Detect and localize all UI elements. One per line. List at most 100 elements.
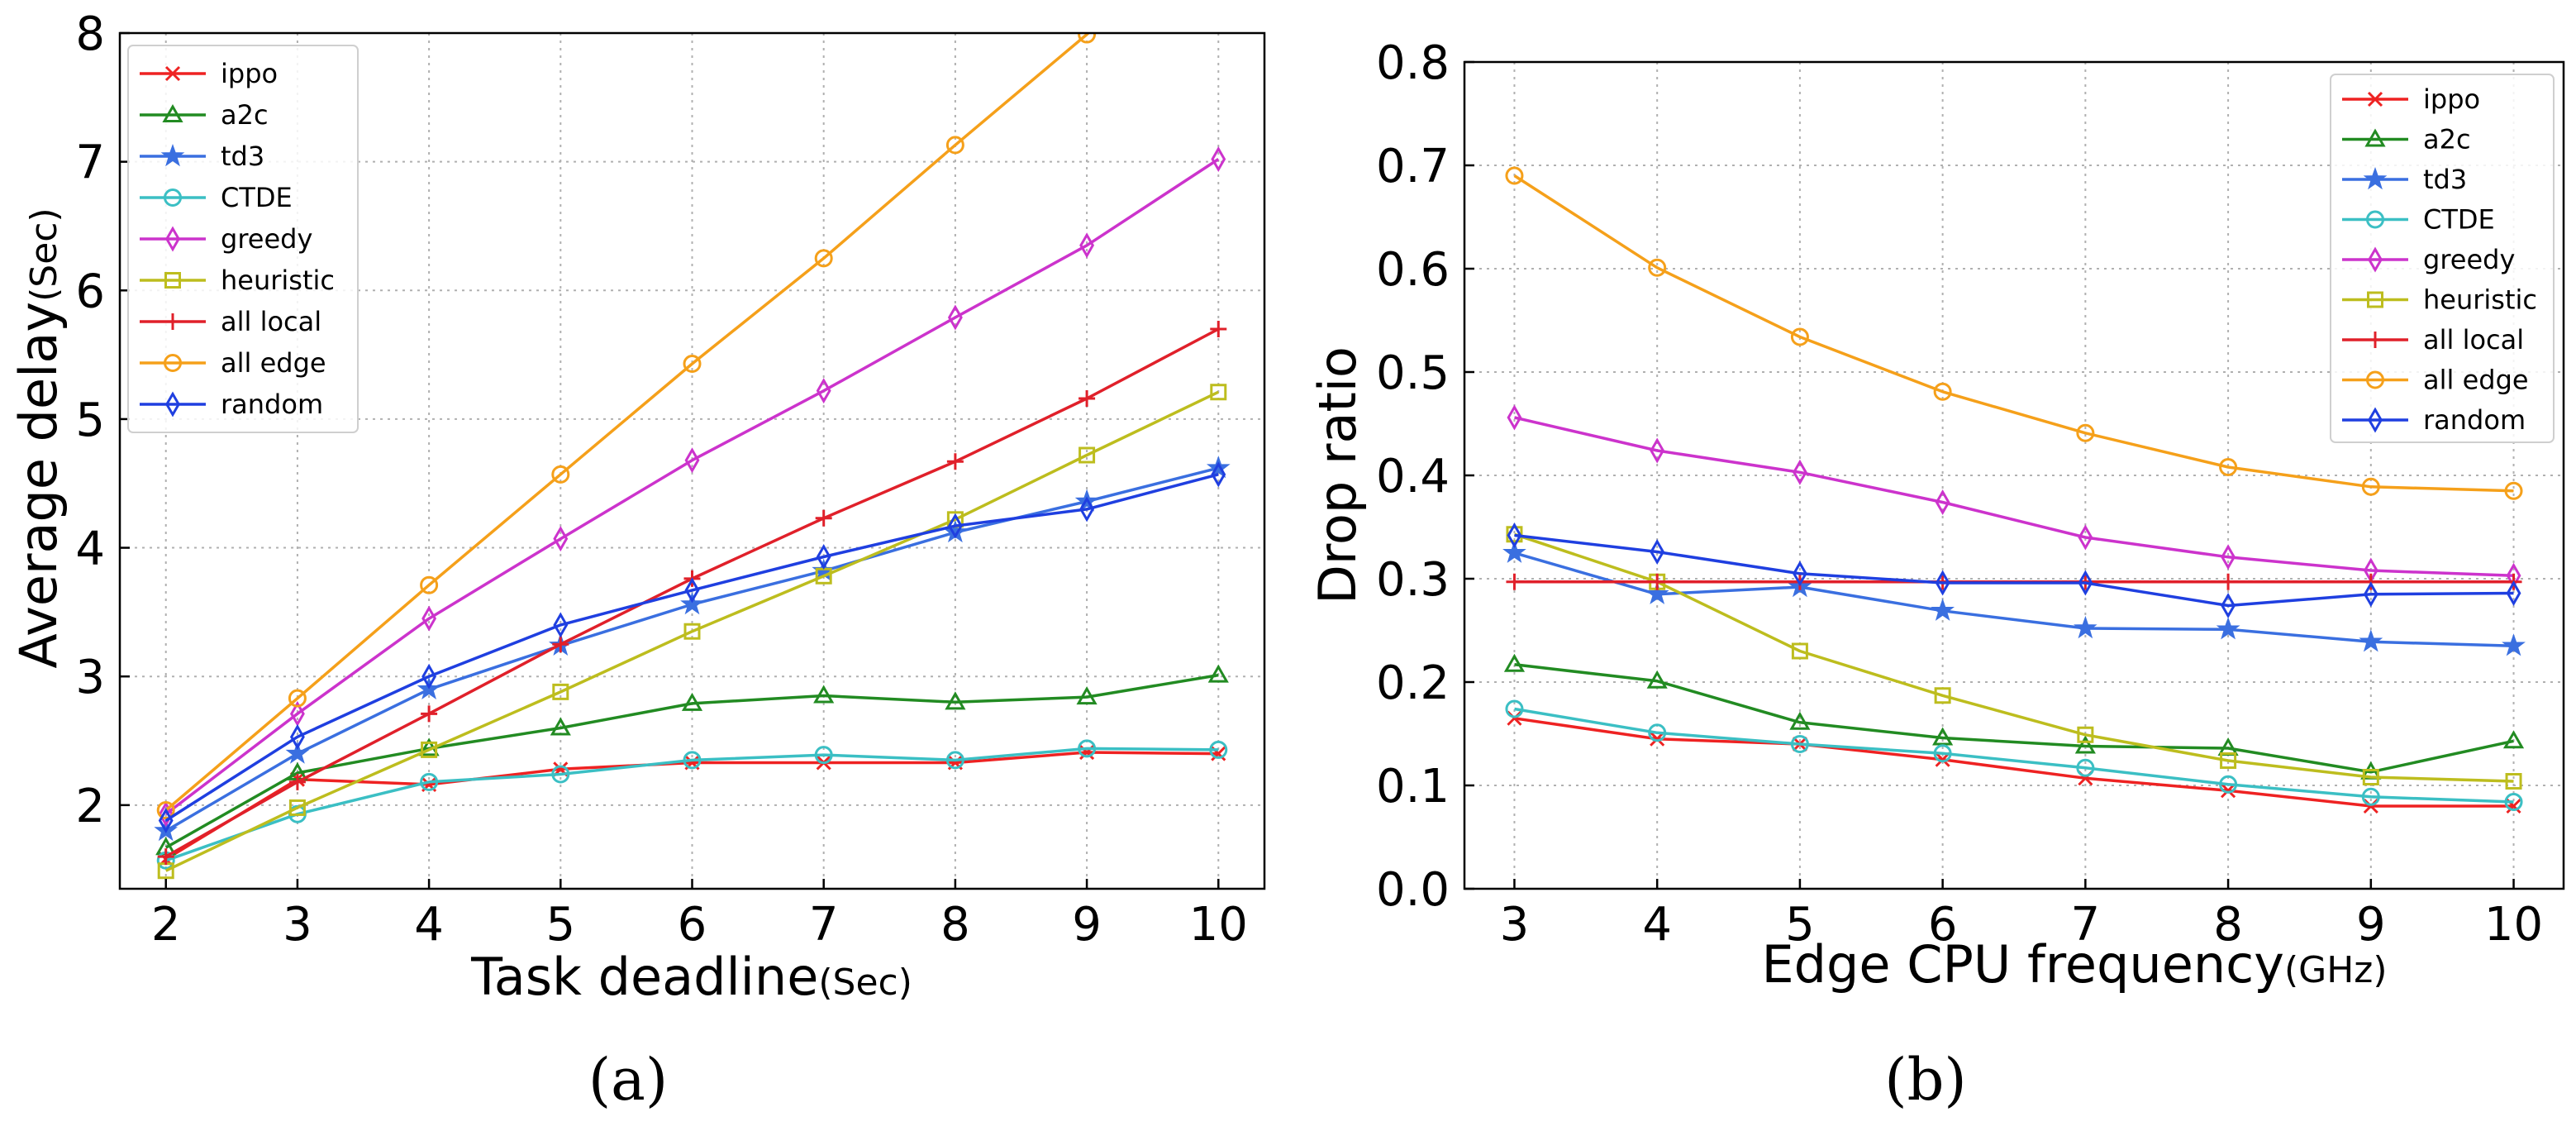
data-point-a2c xyxy=(1646,670,1668,689)
data-point-td3 xyxy=(2502,633,2526,656)
y-tick-label: 6 xyxy=(75,265,105,318)
data-point-all-local xyxy=(1649,573,1666,590)
legend-label: td3 xyxy=(221,141,264,172)
data-point-random xyxy=(553,612,569,638)
data-point-td3 xyxy=(1502,540,1526,563)
data-point-greedy xyxy=(684,447,700,474)
series-line-a2c xyxy=(164,673,1219,849)
data-point-heuristic xyxy=(1791,642,1808,660)
legend-label: CTDE xyxy=(221,182,293,213)
caption-a: (a) xyxy=(588,1046,668,1114)
y-tick-label: 0.8 xyxy=(1376,36,1450,90)
data-point-heuristic xyxy=(2505,773,2522,790)
data-point-all-edge xyxy=(1648,258,1667,277)
series-group-a xyxy=(154,33,1231,880)
data-point-heuristic xyxy=(683,623,701,640)
data-point-a2c xyxy=(681,692,703,711)
data-point-a2c xyxy=(2502,730,2525,749)
legend-marker xyxy=(165,226,180,252)
series-line-all-edge xyxy=(164,33,1091,812)
series-ctde xyxy=(1505,699,2523,811)
x-tick-label: 4 xyxy=(414,898,444,952)
data-point-all-local xyxy=(288,773,306,790)
data-point-a2c xyxy=(1503,653,1526,672)
data-point-all-local xyxy=(1078,390,1096,408)
legend-label: a2c xyxy=(2423,124,2471,155)
x-axis-label-b: Edge CPU frequency(GHz) xyxy=(1761,934,2387,995)
legend-label: all edge xyxy=(2423,365,2529,396)
data-point-random xyxy=(1792,561,1807,587)
data-point-td3 xyxy=(680,591,704,615)
data-point-ctde xyxy=(420,772,439,791)
legend-marker xyxy=(2367,332,2383,348)
data-point-ctde xyxy=(1505,699,1524,718)
data-point-random xyxy=(421,663,437,690)
legend-label: heuristic xyxy=(221,265,335,296)
data-point-all-local xyxy=(946,453,964,470)
legend-item-heuristic: heuristic xyxy=(140,265,335,296)
legend-item-ctde: CTDE xyxy=(2342,204,2495,236)
data-point-ctde xyxy=(814,746,833,765)
legend-label: random xyxy=(2423,404,2526,436)
data-point-all-edge xyxy=(1790,327,1809,346)
data-point-heuristic xyxy=(2220,752,2237,769)
legend-marker xyxy=(2367,91,2383,107)
y-tick-label: 7 xyxy=(75,136,105,190)
data-point-ctde xyxy=(2076,758,2095,777)
x-tick-label: 10 xyxy=(2484,898,2543,952)
data-point-all-local xyxy=(1210,320,1227,337)
y-tick-label: 0.1 xyxy=(1376,760,1450,814)
data-point-all-edge xyxy=(2361,477,2380,496)
series-line-random xyxy=(164,473,1219,822)
data-point-random xyxy=(1211,461,1226,488)
legend-marker xyxy=(164,188,182,207)
data-point-random xyxy=(816,543,831,570)
data-point-all-edge xyxy=(2076,423,2095,442)
y-tick-label: 8 xyxy=(75,7,105,61)
data-point-random xyxy=(684,577,700,604)
data-point-ctde xyxy=(2219,775,2238,794)
y-tick-label: 2 xyxy=(75,780,105,833)
legend-item-a2c: a2c xyxy=(2342,124,2471,155)
data-point-greedy xyxy=(1650,437,1665,464)
data-point-a2c xyxy=(1789,711,1811,730)
y-axis-label-b: Drop ratio xyxy=(1307,346,1368,604)
legend-marker xyxy=(2366,210,2384,229)
data-point-a2c xyxy=(550,717,571,736)
data-point-heuristic xyxy=(288,799,306,816)
data-point-random xyxy=(947,513,963,539)
legend-label: all local xyxy=(221,306,321,337)
data-point-random xyxy=(289,723,305,750)
data-point-all-local xyxy=(157,848,174,866)
legend-marker xyxy=(164,272,181,289)
data-point-td3 xyxy=(2359,629,2383,652)
data-point-td3 xyxy=(2216,617,2240,640)
legend-marker xyxy=(165,391,180,418)
legend-marker xyxy=(2368,246,2383,273)
y-tick-label: 0.3 xyxy=(1376,553,1450,607)
data-point-random xyxy=(2221,592,2236,619)
data-point-ippo xyxy=(2363,798,2378,814)
legend-item-all-edge: all edge xyxy=(2342,365,2529,396)
legend-item-ippo: ippo xyxy=(140,58,278,89)
x-tick-label: 5 xyxy=(545,898,575,952)
data-point-greedy xyxy=(1079,232,1095,259)
legend-item-all-local: all local xyxy=(2342,324,2524,356)
x-tick-label: 7 xyxy=(2071,898,2101,952)
legend-marker xyxy=(2366,370,2384,389)
data-point-all-edge xyxy=(1505,166,1524,185)
data-point-td3 xyxy=(2074,615,2097,639)
series-line-greedy xyxy=(1514,416,2514,578)
series-line-a2c xyxy=(1514,663,2514,774)
data-point-all-edge xyxy=(1078,33,1097,44)
data-point-greedy xyxy=(1211,146,1226,173)
data-point-all-local xyxy=(1506,573,1523,590)
data-point-a2c xyxy=(1932,727,1954,746)
legend-b: ippo a2c td3 CTDE greedy heuristic all local al… xyxy=(2330,74,2555,443)
legend-marker xyxy=(164,354,182,372)
data-point-random xyxy=(1507,522,1522,549)
x-tick-label: 9 xyxy=(2356,898,2386,952)
data-point-all-edge xyxy=(551,465,570,484)
data-point-greedy xyxy=(2221,544,2236,570)
